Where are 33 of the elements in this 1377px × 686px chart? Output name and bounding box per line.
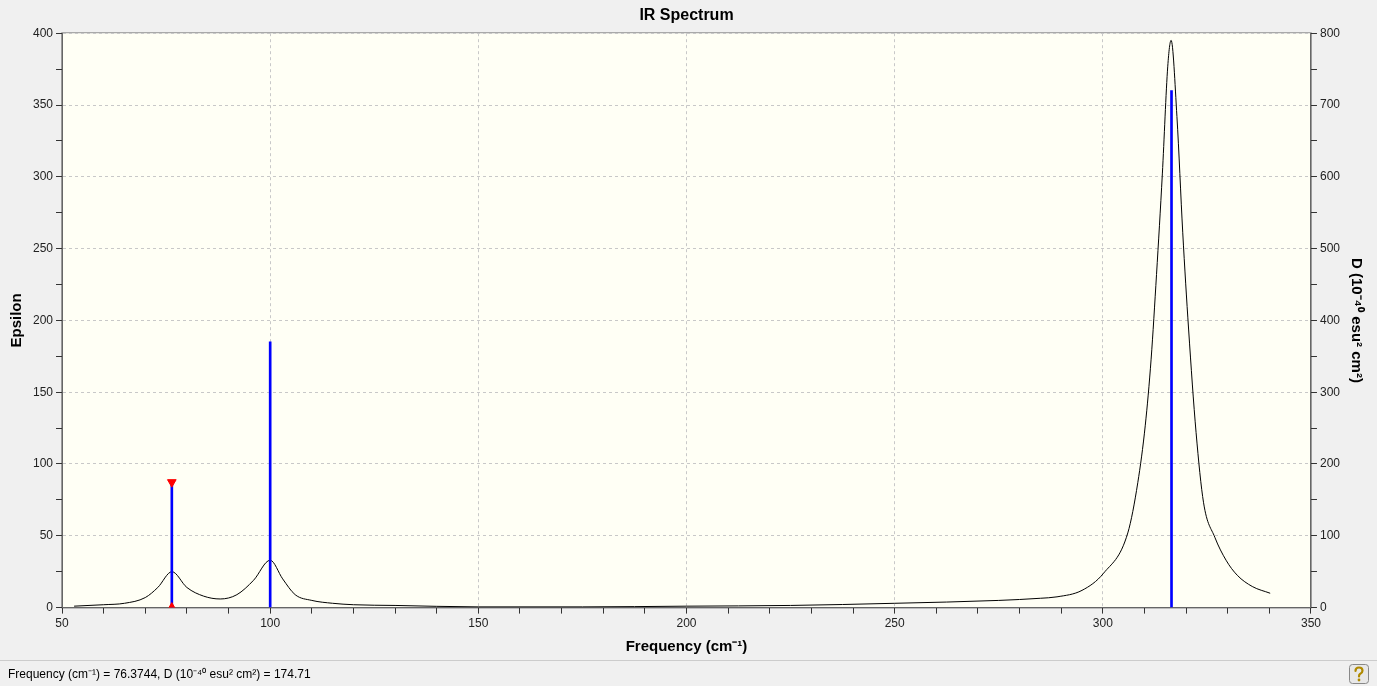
bar — [1170, 90, 1173, 608]
y2-tick-label: 300 — [1319, 384, 1341, 399]
y2-tick-label: 200 — [1319, 456, 1341, 471]
y2-tick-label: 0 — [1319, 599, 1327, 614]
x-tick-label: 350 — [1300, 616, 1322, 631]
y2-axis-title: D (10⁻⁴⁰ esu² cm²) — [1348, 257, 1366, 383]
x-tick-label: 100 — [260, 616, 281, 631]
y-tick-label: 200 — [32, 312, 54, 327]
x-axis-title: Frequency (cm⁻¹) — [625, 637, 748, 655]
y-tick-label: 150 — [32, 384, 54, 399]
y-tick-label: 300 — [32, 169, 54, 184]
y-tick-label: 250 — [32, 240, 54, 255]
x-tick-label: 250 — [884, 616, 905, 631]
line-series — [73, 39, 1271, 608]
y2-tick-label: 500 — [1319, 240, 1341, 255]
y2-tick-label: 400 — [1319, 312, 1341, 327]
y-tick-label: 50 — [39, 528, 54, 543]
y-tick-label: 400 — [32, 25, 54, 40]
y-tick-label: 0 — [46, 599, 54, 614]
y-tick-label: 350 — [32, 97, 54, 112]
x-tick-label: 300 — [1092, 616, 1114, 631]
bar — [268, 341, 272, 608]
x-tick-label: 150 — [468, 616, 489, 631]
y-tick-label: 100 — [32, 456, 54, 471]
x-tick-label: 200 — [676, 616, 697, 631]
y2-tick-label: 600 — [1319, 169, 1341, 184]
text: Frequency (cm⁻¹) = 76.3744, D (10⁻⁴⁰ esu² cm²) = 174.71 — [8, 666, 311, 682]
y2-tick-label: 700 — [1319, 97, 1341, 112]
x-tick-label: 50 — [55, 616, 70, 631]
y2-tick-label: 100 — [1319, 528, 1341, 543]
y2-tick-label: 800 — [1319, 25, 1341, 40]
chart-title: IR Spectrum — [639, 6, 734, 24]
y-axis-title: Epsilon — [7, 293, 25, 348]
